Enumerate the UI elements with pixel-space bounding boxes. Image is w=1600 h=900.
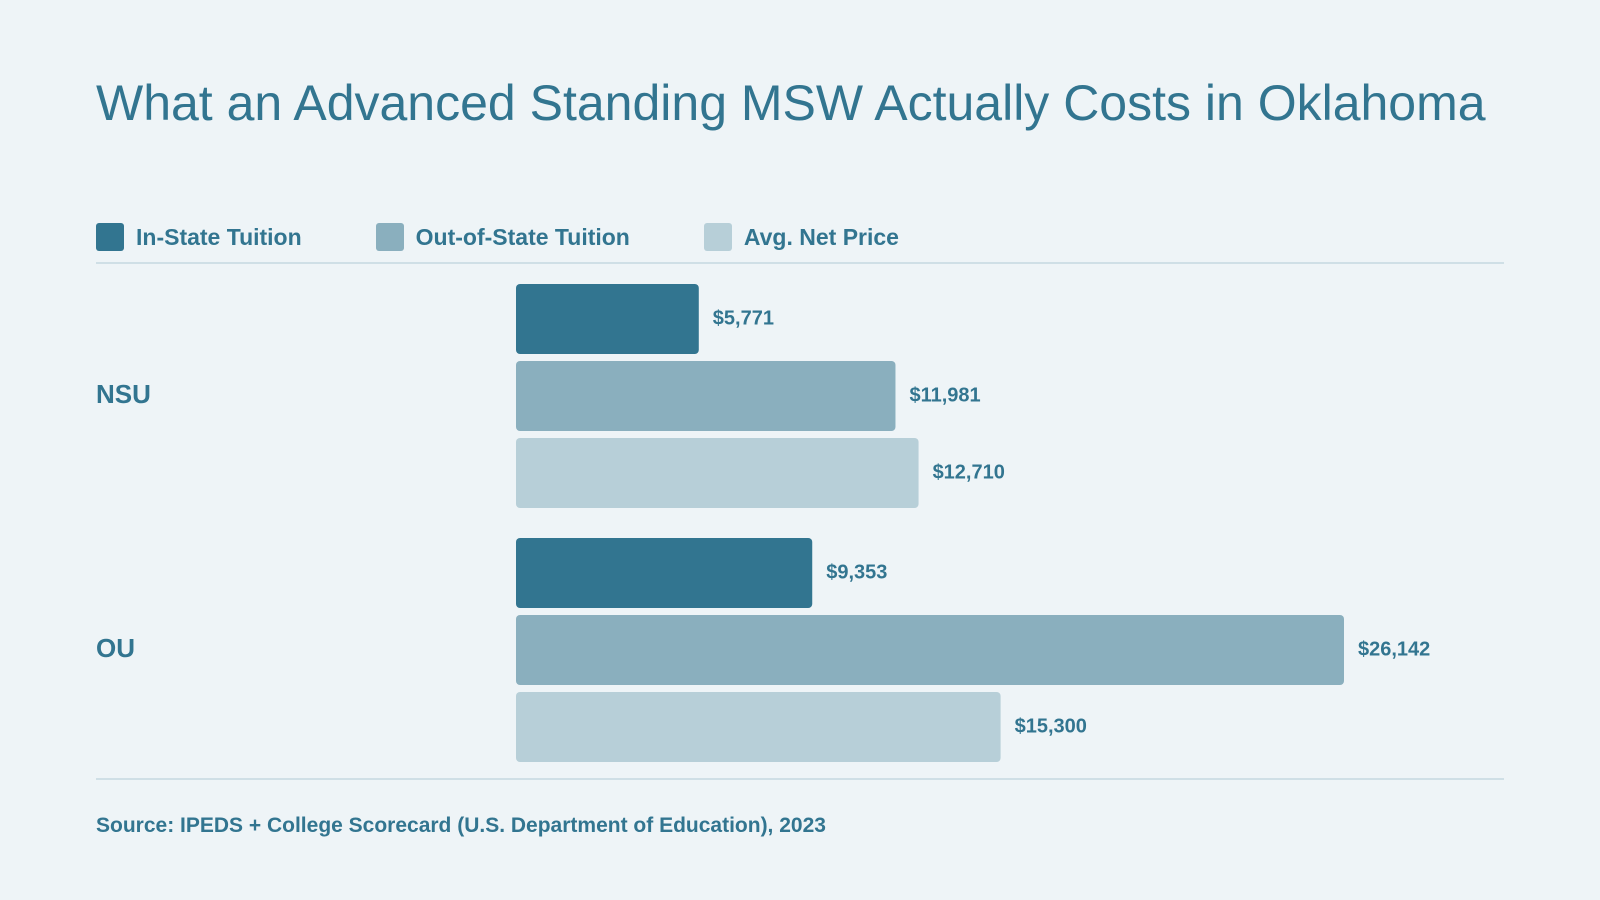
value-label-ou-in-state-tuition: $9,353 [826,561,887,583]
value-label-nsu-avg-net-price: $12,710 [933,461,1005,483]
bar-ou-in-state-tuition [516,538,813,608]
category-label-ou: OU [96,633,135,663]
value-label-ou-out-of-state-tuition: $26,142 [1358,638,1430,660]
legend-item-net-price: Avg. Net Price [703,223,899,251]
legend-swatch-out-of-state [375,223,404,251]
bottom-divider [96,778,1504,780]
source-note: Source: IPEDS + College Scorecard (U.S. … [96,814,826,837]
value-label-ou-avg-net-price: $15,300 [1015,715,1087,737]
legend-swatch-in-state [96,223,124,251]
category-label-nsu: NSU [96,379,151,409]
legend: In-State Tuition Out-of-State Tuition Av… [96,222,973,252]
bar-nsu-in-state-tuition [516,284,699,354]
legend-label-in-state: In-State Tuition [136,223,302,250]
legend-label-net-price: Avg. Net Price [743,223,899,250]
top-divider [96,262,1504,264]
bar-ou-out-of-state-tuition [516,615,1344,685]
legend-item-out-of-state: Out-of-State Tuition [375,223,630,251]
value-label-nsu-out-of-state-tuition: $11,981 [909,384,980,406]
bar-nsu-out-of-state-tuition [516,361,896,431]
bar-nsu-avg-net-price [516,438,919,508]
legend-swatch-net-price [703,223,732,251]
bar-ou-avg-net-price [516,692,1001,762]
legend-item-in-state: In-State Tuition [96,223,302,251]
value-label-nsu-in-state-tuition: $5,771 [713,307,774,329]
chart-title: What an Advanced Standing MSW Actually C… [96,75,1486,131]
legend-label-out-of-state: Out-of-State Tuition [415,223,630,250]
